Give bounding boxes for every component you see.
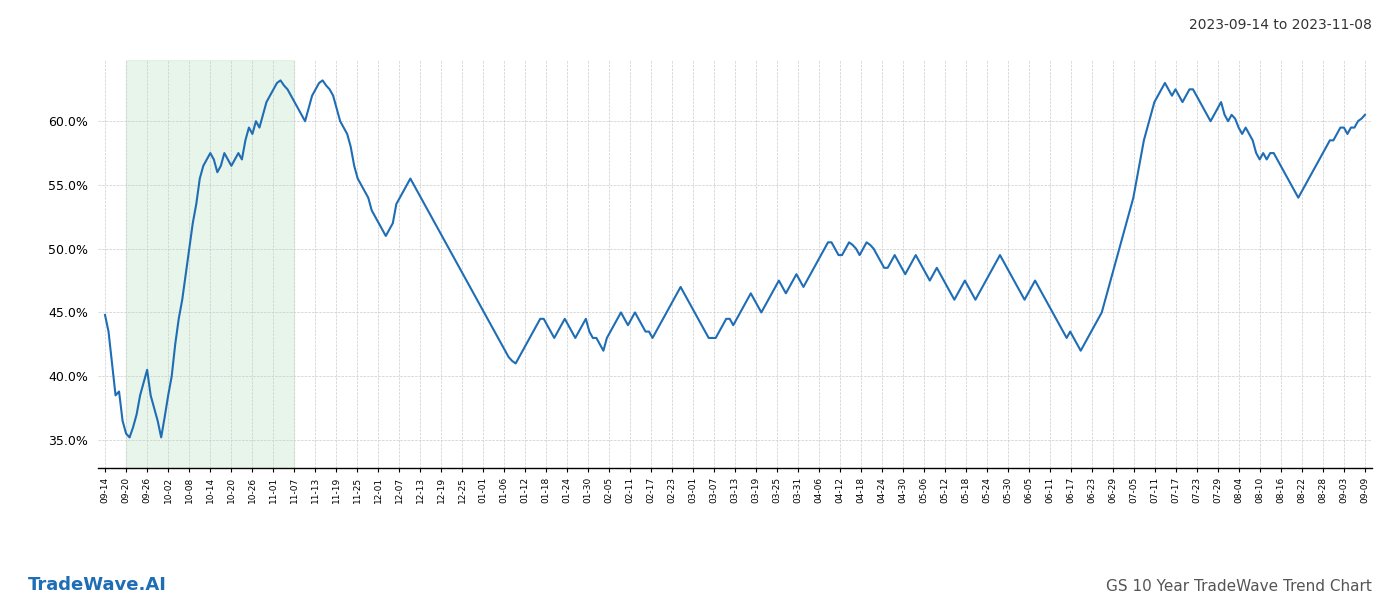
Text: TradeWave.AI: TradeWave.AI [28, 576, 167, 594]
Text: GS 10 Year TradeWave Trend Chart: GS 10 Year TradeWave Trend Chart [1106, 579, 1372, 594]
Bar [126, 60, 294, 468]
Text: 2023-09-14 to 2023-11-08: 2023-09-14 to 2023-11-08 [1189, 18, 1372, 32]
